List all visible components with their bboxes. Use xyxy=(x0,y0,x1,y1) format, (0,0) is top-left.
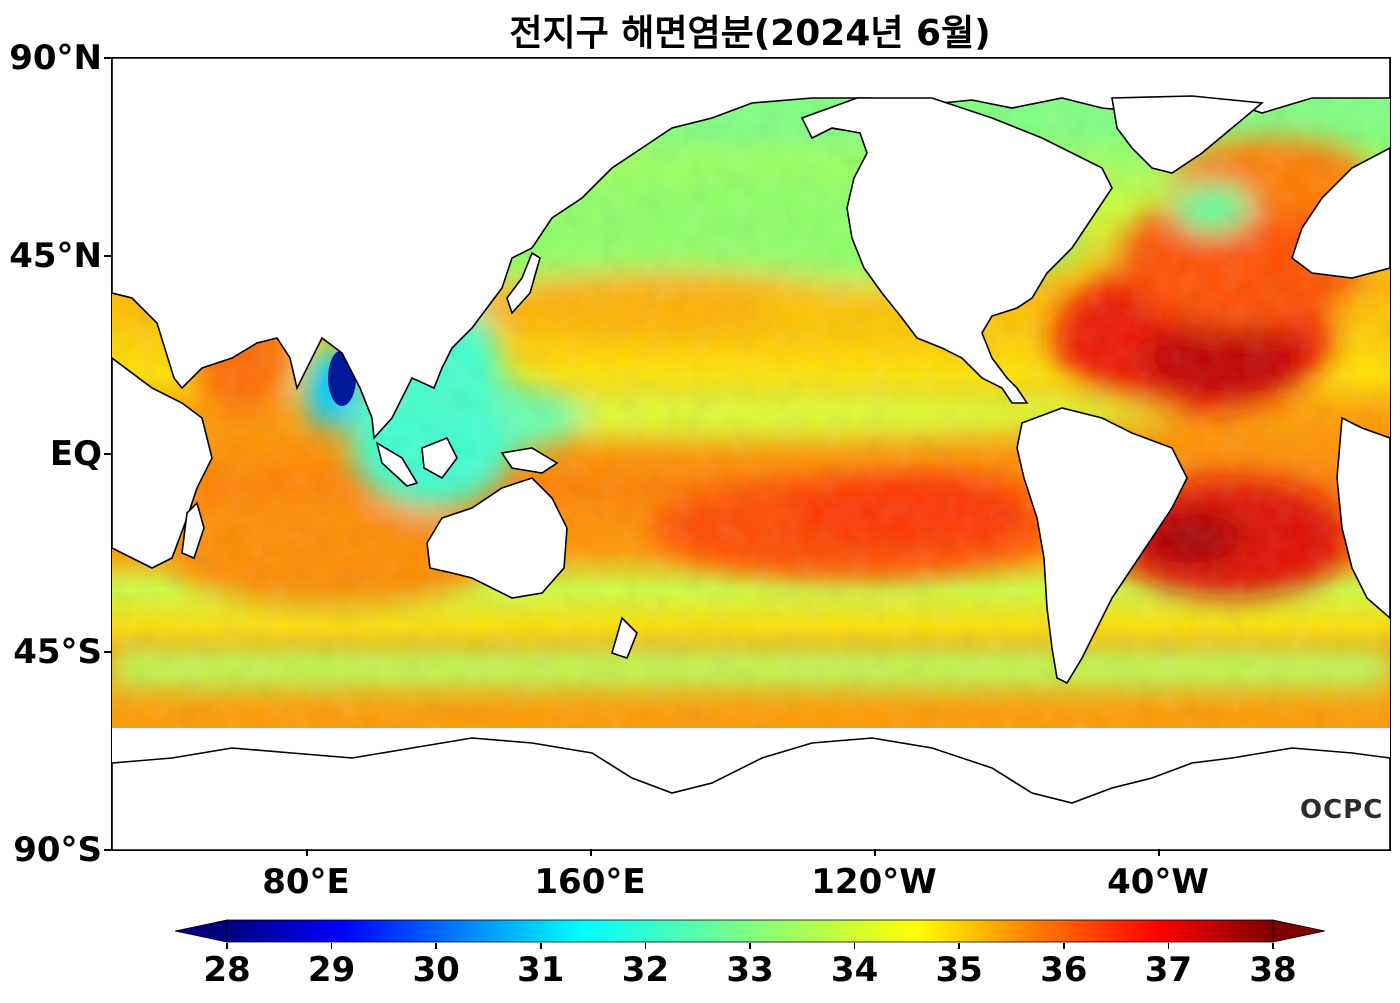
new-guinea-land xyxy=(500,447,559,474)
land-masses xyxy=(112,58,1390,850)
colorbar-tick-mark xyxy=(749,943,751,949)
south-america-land xyxy=(1016,407,1188,685)
colorbar-tick-mark xyxy=(226,943,228,949)
map-title: 전지구 해면염분(2024년 6월) xyxy=(509,13,991,54)
colorbar-tick-mark xyxy=(853,943,856,949)
y-tick-label-90s: 90°S xyxy=(13,830,102,870)
x-tick-mark xyxy=(874,849,876,856)
borneo-land xyxy=(421,436,458,480)
colorbar-tick-label: 35 xyxy=(935,950,983,990)
colorbar-tick-mark xyxy=(1272,943,1274,949)
colorbar-max-arrow xyxy=(1272,919,1326,943)
greenland-land xyxy=(1111,95,1264,174)
colorbar-tick-mark xyxy=(435,943,437,949)
colorbar-tick-mark xyxy=(958,943,960,949)
ocpc-logo: OCPC xyxy=(1300,795,1384,825)
colorbar-tick-mark xyxy=(540,943,542,949)
x-tick-label-80e: 80°E xyxy=(262,862,350,902)
x-tick-label-160e: 160°E xyxy=(534,862,646,902)
y-tick-label-90n: 90°N xyxy=(9,38,102,78)
colorbar-tick-mark xyxy=(1063,943,1065,949)
colorbar-tick-label: 37 xyxy=(1144,950,1193,990)
y-tick-mark xyxy=(104,651,111,653)
colorbar-tick-label: 29 xyxy=(307,950,356,990)
north-america-land xyxy=(800,97,1113,404)
madagascar-land xyxy=(181,501,205,560)
colorbar-tick-label: 32 xyxy=(621,950,670,990)
colorbar-tick-label: 31 xyxy=(517,950,565,990)
europe-land xyxy=(1291,147,1390,279)
australia-land xyxy=(426,477,568,599)
colorbar-min-arrow xyxy=(175,919,228,943)
sumatra-land xyxy=(375,441,419,487)
colorbar-tick-mark xyxy=(644,943,647,949)
x-tick-label-40w: 40°W xyxy=(1107,862,1209,902)
colorbar-gradient xyxy=(226,919,1274,943)
x-tick-mark xyxy=(306,849,308,856)
new-zealand-land xyxy=(611,616,638,659)
y-tick-label-45n: 45°N xyxy=(9,236,102,276)
colorbar-tick-label: 30 xyxy=(412,950,460,990)
antarctica-land xyxy=(112,737,1390,850)
colorbar-tick-label: 28 xyxy=(203,950,251,990)
x-tick-mark xyxy=(590,849,592,856)
y-tick-mark xyxy=(104,57,111,59)
colorbar-tick-label: 36 xyxy=(1040,950,1088,990)
japan-land xyxy=(506,251,541,315)
colorbar-tick-mark xyxy=(330,943,333,949)
colorbar-tick-label: 33 xyxy=(726,950,774,990)
colorbar-tick-label: 34 xyxy=(830,950,879,990)
eurasia-land xyxy=(112,58,1390,440)
y-tick-label-eq: EQ xyxy=(49,434,102,474)
salinity-map xyxy=(112,58,1390,850)
x-tick-label-120w: 120°W xyxy=(811,862,937,902)
x-tick-mark xyxy=(1158,849,1160,856)
y-tick-label-45s: 45°S xyxy=(13,632,102,672)
y-tick-mark xyxy=(104,453,111,455)
west-africa-land xyxy=(1336,416,1390,620)
y-tick-mark xyxy=(104,849,111,851)
salinity-map-panel xyxy=(111,57,1391,851)
colorbar xyxy=(175,919,1326,943)
colorbar-tick-label: 38 xyxy=(1249,950,1297,990)
y-tick-mark xyxy=(104,255,111,257)
colorbar-tick-mark xyxy=(1167,943,1170,949)
